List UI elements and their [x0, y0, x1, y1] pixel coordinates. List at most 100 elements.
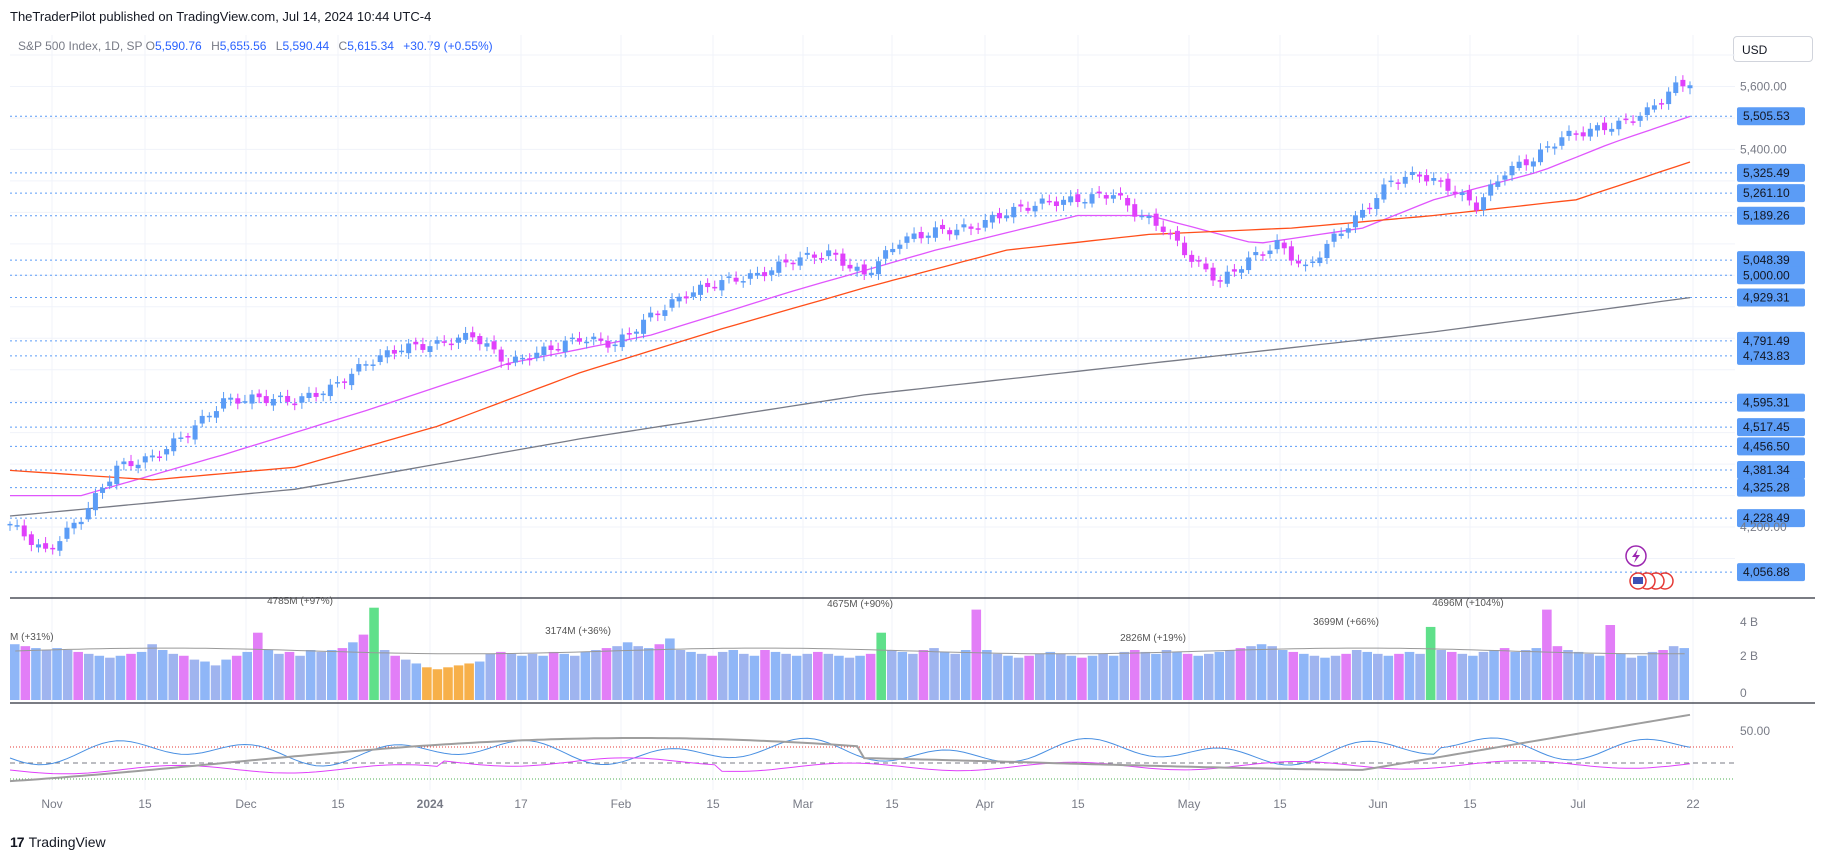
candle-body — [712, 286, 718, 289]
volume-bar — [105, 657, 115, 700]
volume-bar — [1520, 650, 1531, 700]
candle-body — [989, 214, 995, 223]
candle-body — [21, 525, 27, 537]
volume-bar — [1478, 651, 1489, 700]
volume-bar — [1225, 650, 1235, 700]
candle-body — [890, 248, 896, 253]
us-flag-glyph — [1633, 577, 1643, 584]
price-level-tag: 4,381.34 — [1737, 460, 1805, 479]
event-badges[interactable] — [1625, 545, 1674, 590]
candle-body — [1559, 137, 1565, 146]
price-level-tag: 5,189.26 — [1737, 206, 1805, 225]
candle-body — [135, 464, 141, 469]
volume-bar — [791, 655, 802, 700]
candle-body — [7, 523, 13, 526]
candle-body — [1666, 91, 1672, 105]
candle-body — [85, 508, 91, 520]
oscillator-line — [9, 713, 1691, 783]
candle-body — [811, 254, 817, 258]
volume-bar — [284, 651, 295, 700]
candle-body — [334, 382, 340, 384]
volume-bar — [337, 648, 348, 700]
candle-body — [1395, 182, 1401, 184]
candle-body — [726, 276, 732, 278]
x-tick-label: 15 — [1463, 797, 1477, 811]
candle-body — [1495, 181, 1501, 187]
volume-annotation: 2826M (+19%) — [1120, 633, 1186, 644]
price-tag-label: 4,381.34 — [1743, 463, 1790, 477]
oscillator-line — [9, 737, 1691, 767]
price-level-tag: 5,325.49 — [1737, 163, 1805, 182]
volume-bar — [1330, 655, 1341, 700]
candle-body — [192, 425, 198, 440]
price-chart[interactable]: 5,505.53 5,325.49 5,261.10 5,189.26 5,048.39… — [0, 0, 1827, 830]
volume-bar — [728, 650, 739, 700]
candle-body — [598, 338, 604, 341]
volume-bar — [136, 651, 147, 700]
candle-body — [1502, 175, 1508, 180]
candle-body — [605, 340, 611, 348]
x-tick-label: 15 — [885, 797, 899, 811]
x-tick-label: 15 — [706, 797, 720, 811]
volume-bar — [950, 653, 960, 700]
candle-body — [149, 455, 155, 458]
volume-bar — [855, 655, 865, 700]
candle-body — [1409, 171, 1415, 175]
x-tick-label: 15 — [1071, 797, 1085, 811]
candle-body — [961, 224, 967, 228]
volume-bar — [1045, 651, 1056, 700]
volume-bar — [633, 646, 643, 700]
x-tick-label: Mar — [793, 797, 814, 811]
candle-body — [1445, 178, 1451, 191]
candle-body — [947, 230, 953, 235]
volume-axis-label: 4 B — [1740, 615, 1758, 629]
volume-bar — [242, 651, 253, 700]
price-level-tag: 5,261.10 — [1737, 184, 1805, 203]
volume-bar — [432, 669, 443, 700]
volume-bar — [1299, 653, 1309, 700]
candle-body — [1324, 243, 1330, 259]
candle-body — [619, 334, 625, 348]
x-tick-label: 15 — [138, 797, 152, 811]
volume-bar — [1436, 650, 1446, 700]
volume-bar — [400, 659, 411, 700]
candle-body — [1053, 201, 1059, 207]
candle-body — [1139, 215, 1145, 218]
candle-body — [861, 264, 867, 275]
volume-bar — [231, 655, 242, 700]
candle-body — [740, 281, 746, 283]
candle-body — [584, 341, 590, 344]
volume-bar — [94, 655, 105, 700]
candle-body — [78, 521, 84, 525]
volume-bar — [1542, 609, 1552, 700]
volume-bar — [1626, 657, 1637, 700]
candle-body — [477, 336, 483, 345]
price-axis: 5,600.00 5,400.00 4,200.00 — [1740, 79, 1787, 534]
close-value: 5,615.34 — [347, 39, 394, 53]
candle-body — [270, 398, 276, 406]
x-tick-label: 15 — [1273, 797, 1287, 811]
price-tag-label: 4,325.28 — [1743, 481, 1790, 495]
volume-bar — [876, 632, 886, 700]
volume-bar — [918, 650, 929, 700]
candle-body — [1110, 195, 1116, 199]
tradingview-footer[interactable]: 17 TradingView — [10, 834, 106, 850]
volume-bar — [305, 650, 316, 700]
currency-button[interactable]: USD — [1733, 36, 1813, 62]
candle-body — [1096, 191, 1102, 194]
candle-body — [655, 313, 661, 316]
volume-bar — [453, 665, 464, 700]
volume-bar — [802, 653, 813, 700]
volume-bar — [326, 650, 337, 700]
candle-body — [249, 394, 255, 404]
x-tick-label: Jul — [1570, 797, 1585, 811]
volume-axis-label: 2 B — [1740, 649, 1758, 663]
candle-body — [121, 461, 127, 465]
tradingview-brand: TradingView — [28, 834, 106, 850]
candle-body — [342, 381, 348, 383]
high-label: H — [211, 39, 220, 53]
candle-body — [954, 229, 960, 236]
volume-bar — [559, 653, 569, 700]
price-level-tag: 5,000.00 — [1737, 266, 1805, 285]
volume-bar — [548, 651, 559, 700]
